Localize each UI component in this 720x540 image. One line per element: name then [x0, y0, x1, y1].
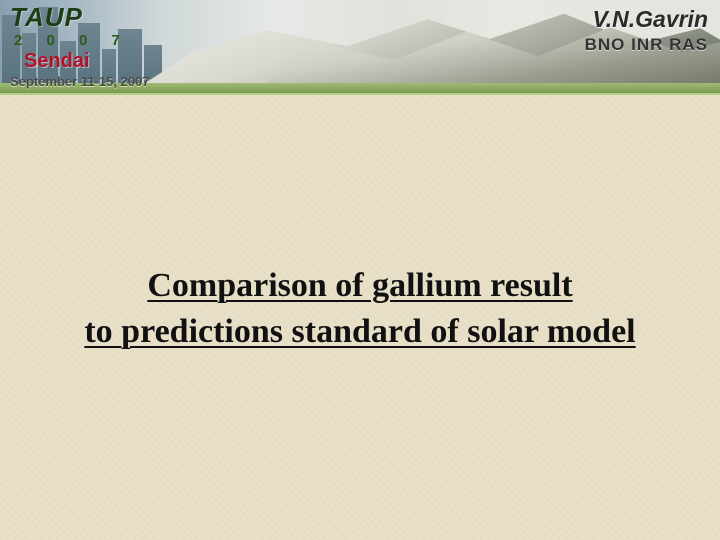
conference-year: 2 0 0 7	[14, 33, 149, 49]
title-line-1: Comparison of gallium result	[84, 263, 635, 309]
conference-city: Sendai	[24, 51, 149, 72]
author-name: V.N.Gavrin	[585, 6, 708, 33]
slide-title: Comparison of gallium result to predicti…	[56, 263, 663, 355]
banner: TAUP 2 0 0 7 Sendai September 11-15, 200…	[0, 0, 720, 95]
conference-name: TAUP	[10, 4, 149, 31]
conference-dates: September 11-15, 2007	[10, 75, 149, 89]
conference-block: TAUP 2 0 0 7 Sendai September 11-15, 200…	[10, 4, 149, 89]
title-line-2: to predictions standard of solar model	[84, 309, 635, 355]
author-affiliation: BNO INR RAS	[585, 35, 708, 55]
slide-body: Comparison of gallium result to predicti…	[0, 95, 720, 540]
author-block: V.N.Gavrin BNO INR RAS	[585, 6, 708, 55]
